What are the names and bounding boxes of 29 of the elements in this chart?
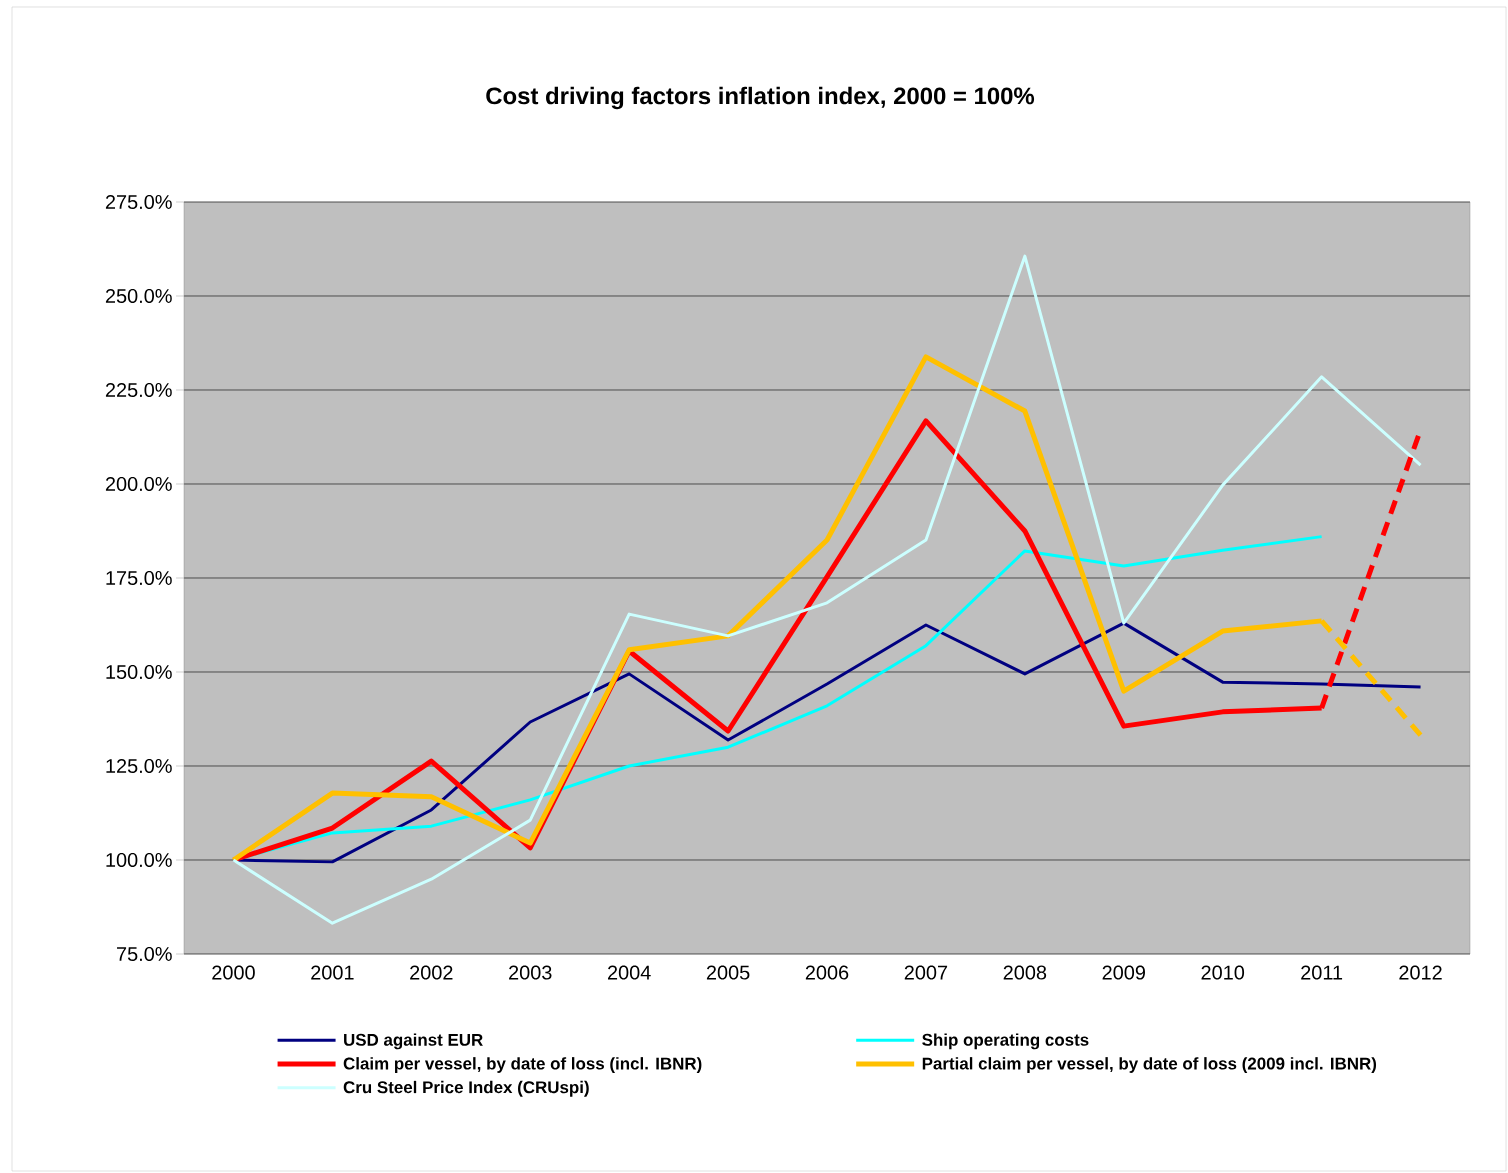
y-tick-label: 225.0% (105, 382, 172, 398)
x-tick-label: 2010 (1201, 965, 1245, 980)
x-tick-label: 2012 (1399, 965, 1442, 980)
x-tick-label: 2009 (1102, 965, 1145, 980)
chart-title: Cost driving factors inflation index, 2000 = 100% (486, 86, 1035, 110)
y-tick-label: 275.0% (105, 194, 172, 210)
x-tick-label: 2002 (410, 965, 453, 980)
x-tick-label: 2003 (509, 965, 552, 980)
y-tick-label: 200.0% (105, 476, 172, 492)
x-tick-label: 2005 (706, 965, 750, 980)
legend-label: Cru Steel Price Index (CRUspi) (343, 1080, 589, 1097)
y-tick-label: 250.0% (105, 288, 172, 304)
x-tick-label: 2004 (607, 965, 651, 980)
y-tick-label: 100.0% (106, 852, 172, 868)
x-tick-label: 2000 (212, 965, 255, 980)
legend-label: Ship operating costs (922, 1033, 1089, 1050)
x-tick-label: 2001 (311, 965, 354, 980)
x-tick-label: 2006 (805, 965, 849, 980)
x-tick-label: 2008 (1003, 965, 1047, 980)
y-tick-label: 125.0% (106, 758, 172, 774)
y-tick-label: 75.0% (117, 946, 172, 962)
legend-label: USD against EUR (344, 1033, 483, 1050)
x-tick-label: 2011 (1301, 965, 1343, 980)
line-series (231, 254, 1423, 925)
x-tick-label: 2007 (904, 965, 948, 980)
y-tick-label: 175.0% (106, 570, 172, 586)
legend-label: Claim per vessel, by date of loss (incl. IBNR) (343, 1057, 702, 1073)
y-tick-label: 150.0% (106, 664, 172, 680)
legend-label: Partial claim per vessel, by date of loss (2009 incl. IBNR) (922, 1057, 1377, 1073)
